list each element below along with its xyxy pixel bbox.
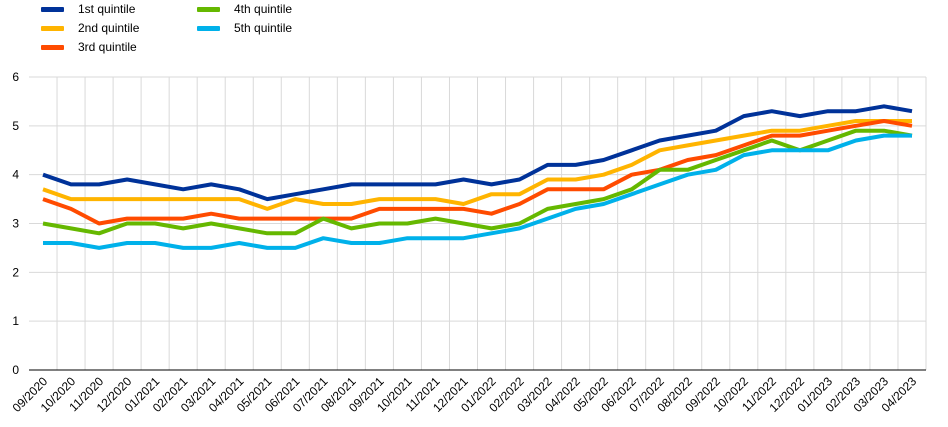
legend-label-1st-quintile: 1st quintile <box>78 2 136 16</box>
y-tick-label: 2 <box>12 265 19 279</box>
legend-item-4th-quintile: 4th quintile <box>197 0 292 18</box>
y-tick-label: 5 <box>12 119 19 133</box>
legend-label-2nd-quintile: 2nd quintile <box>78 21 140 35</box>
legend-swatch-5th-quintile <box>197 25 220 31</box>
chart-legend: 1st quintile 2nd quintile 3rd quintile 4… <box>0 0 948 60</box>
legend-swatch-3rd-quintile <box>41 44 64 50</box>
y-tick-label: 0 <box>12 363 19 377</box>
legend-label-5th-quintile: 5th quintile <box>234 21 293 35</box>
y-tick-label: 1 <box>12 314 19 328</box>
y-tick-label: 4 <box>12 168 19 182</box>
y-tick-label: 3 <box>12 217 19 231</box>
legend-label-3rd-quintile: 3rd quintile <box>78 40 137 54</box>
series-line-3rd-quintile <box>42 119 913 226</box>
legend-swatch-1st-quintile <box>41 6 64 12</box>
x-axis-ticks: 09/202010/202011/202012/202001/202102/20… <box>10 374 920 415</box>
legend-item-3rd-quintile: 3rd quintile <box>41 38 137 56</box>
legend-swatch-2nd-quintile <box>41 25 64 31</box>
y-tick-label: 6 <box>12 70 19 84</box>
series-line-1st-quintile <box>42 104 913 202</box>
y-axis-ticks: 0 1 2 3 4 5 6 <box>12 70 19 377</box>
series-line-5th-quintile <box>43 133 912 250</box>
chart-series <box>42 104 913 250</box>
series-line-4th-quintile <box>42 128 913 236</box>
legend-label-4th-quintile: 4th quintile <box>234 2 293 16</box>
chart-grid <box>29 76 927 370</box>
series-line-2nd-quintile <box>42 119 912 211</box>
legend-swatch-4th-quintile <box>197 6 220 12</box>
legend-item-2nd-quintile: 2nd quintile <box>41 19 139 37</box>
legend-item-1st-quintile: 1st quintile <box>41 0 135 18</box>
legend-item-5th-quintile: 5th quintile <box>197 19 292 37</box>
